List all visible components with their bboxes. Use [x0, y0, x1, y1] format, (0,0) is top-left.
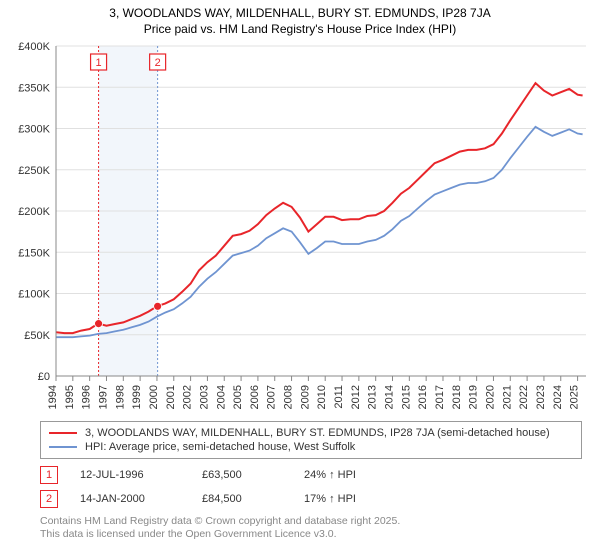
svg-text:2010: 2010 — [316, 385, 328, 409]
svg-text:2000: 2000 — [148, 385, 160, 409]
chart-title-line2: Price paid vs. HM Land Registry's House … — [10, 22, 590, 36]
attribution: Contains HM Land Registry data © Crown c… — [40, 515, 582, 541]
chart-svg: £0 £50K £100K £150K £200K £250K £300K £350K £400… — [10, 40, 590, 415]
legend-label-blue: HPI: Average price, semi-detached house,… — [85, 441, 355, 453]
sale-date: 14-JAN-2000 — [80, 493, 180, 505]
sale-price: £63,500 — [202, 469, 282, 481]
svg-text:2009: 2009 — [299, 385, 311, 409]
sale-row: 2 14-JAN-2000 £84,500 17% ↑ HPI — [40, 487, 582, 511]
sale-price: £84,500 — [202, 493, 282, 505]
attribution-line1: Contains HM Land Registry data © Crown c… — [40, 515, 582, 528]
svg-text:2014: 2014 — [384, 385, 396, 409]
svg-text:£0: £0 — [38, 371, 50, 383]
legend-row-hpi: HPI: Average price, semi-detached house,… — [49, 440, 573, 454]
legend-row-price-paid: 3, WOODLANDS WAY, MILDENHALL, BURY ST. E… — [49, 426, 573, 440]
svg-text:2021: 2021 — [501, 385, 513, 409]
svg-text:£250K: £250K — [18, 164, 50, 176]
svg-text:2013: 2013 — [367, 385, 379, 409]
svg-text:1: 1 — [96, 57, 102, 69]
svg-text:£50K: £50K — [24, 329, 50, 341]
price-chart: £0 £50K £100K £150K £200K £250K £300K £350K £400… — [10, 40, 590, 415]
svg-text:2015: 2015 — [400, 385, 412, 409]
svg-text:2024: 2024 — [552, 385, 564, 409]
svg-text:2020: 2020 — [484, 385, 496, 409]
svg-text:2023: 2023 — [535, 385, 547, 409]
legend-swatch-blue — [49, 446, 77, 448]
svg-text:£400K: £400K — [18, 41, 50, 53]
svg-text:1995: 1995 — [64, 385, 76, 409]
sale-hpi-delta: 24% ↑ HPI — [304, 469, 404, 481]
sales-table: 1 12-JUL-1996 £63,500 24% ↑ HPI 2 14-JAN… — [40, 463, 582, 511]
svg-text:£100K: £100K — [18, 288, 50, 300]
svg-text:2018: 2018 — [451, 385, 463, 409]
sale-hpi-delta: 17% ↑ HPI — [304, 493, 404, 505]
sale-date: 12-JUL-1996 — [80, 469, 180, 481]
svg-text:2012: 2012 — [350, 385, 362, 409]
svg-text:1998: 1998 — [114, 385, 126, 409]
svg-text:2016: 2016 — [417, 385, 429, 409]
svg-text:2011: 2011 — [333, 385, 345, 409]
sale-row: 1 12-JUL-1996 £63,500 24% ↑ HPI — [40, 463, 582, 487]
svg-text:£200K: £200K — [18, 206, 50, 218]
svg-text:2007: 2007 — [266, 385, 278, 409]
svg-text:£150K: £150K — [18, 247, 50, 259]
svg-text:2006: 2006 — [249, 385, 261, 409]
svg-text:1994: 1994 — [47, 385, 59, 409]
svg-text:£300K: £300K — [18, 123, 50, 135]
legend-swatch-red — [49, 432, 77, 434]
sale-marker-box: 2 — [40, 490, 58, 508]
svg-text:£350K: £350K — [18, 82, 50, 94]
svg-text:2002: 2002 — [182, 385, 194, 409]
svg-text:2001: 2001 — [165, 385, 177, 409]
svg-text:1999: 1999 — [131, 385, 143, 409]
svg-text:2004: 2004 — [215, 385, 227, 409]
svg-text:2017: 2017 — [434, 385, 446, 409]
svg-text:2025: 2025 — [569, 385, 581, 409]
legend-label-red: 3, WOODLANDS WAY, MILDENHALL, BURY ST. E… — [85, 427, 550, 439]
sale-marker-box: 1 — [40, 466, 58, 484]
svg-text:2003: 2003 — [198, 385, 210, 409]
svg-text:2022: 2022 — [518, 385, 530, 409]
svg-text:2: 2 — [155, 57, 161, 69]
chart-legend: 3, WOODLANDS WAY, MILDENHALL, BURY ST. E… — [40, 421, 582, 459]
svg-text:2005: 2005 — [232, 385, 244, 409]
svg-text:1996: 1996 — [81, 385, 93, 409]
svg-text:1997: 1997 — [97, 385, 109, 409]
attribution-line2: This data is licensed under the Open Gov… — [40, 528, 582, 541]
svg-text:2008: 2008 — [283, 385, 295, 409]
chart-title-line1: 3, WOODLANDS WAY, MILDENHALL, BURY ST. E… — [10, 6, 590, 22]
svg-text:2019: 2019 — [468, 385, 480, 409]
